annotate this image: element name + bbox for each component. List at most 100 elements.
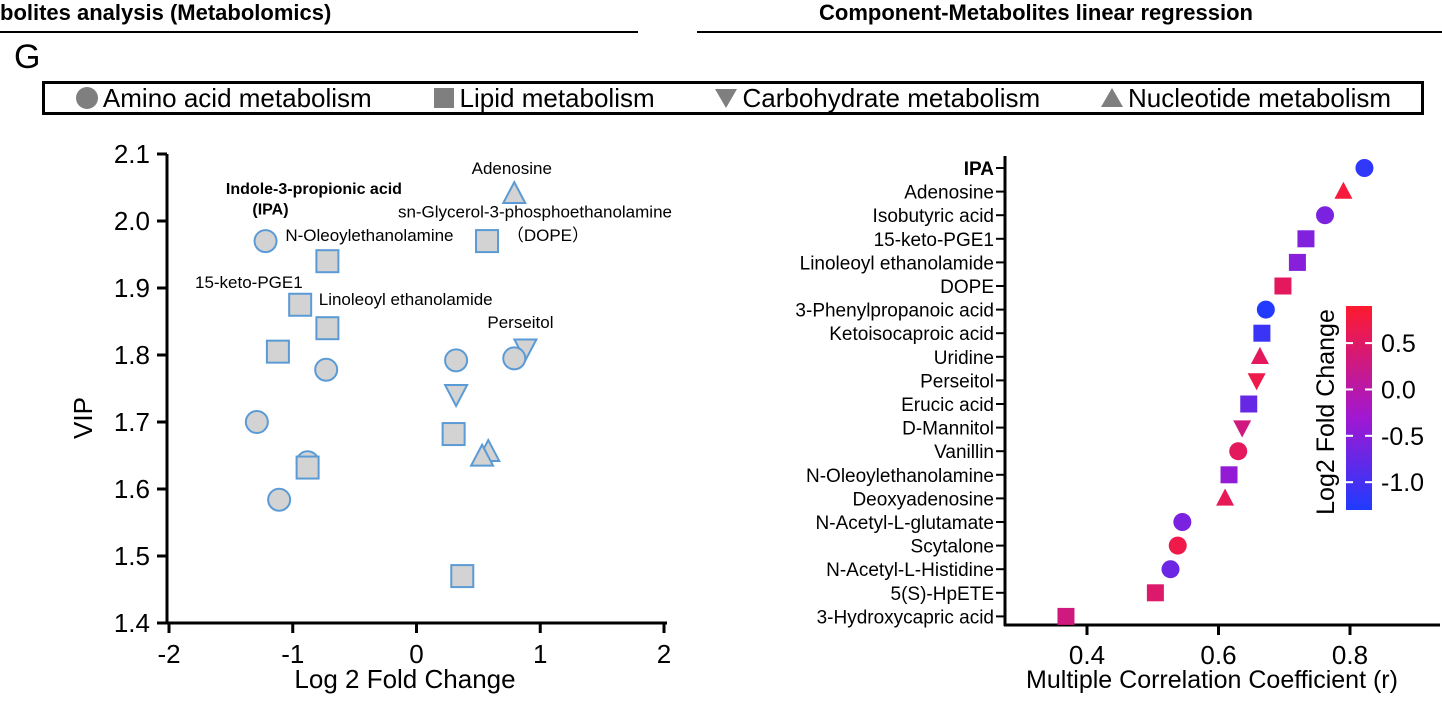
data-point — [315, 316, 340, 341]
y-axis-title: VIP — [68, 397, 98, 439]
data-point — [315, 249, 340, 274]
data-point — [244, 410, 269, 434]
category-label: 3-Phenylpropanoic acid — [795, 301, 994, 322]
category-label: IPA — [964, 159, 995, 180]
data-point — [450, 564, 475, 589]
data-point — [1250, 346, 1269, 364]
data-point — [1173, 513, 1192, 531]
colorbar-tick-label: 0.0 — [1381, 376, 1416, 404]
x-tick-label: 0.4 — [1069, 640, 1105, 670]
y-tick-label: 1.8 — [114, 340, 150, 370]
category-label: D-Mannitol — [902, 419, 994, 440]
y-tick-label: 1.4 — [114, 608, 150, 638]
data-point — [1334, 181, 1353, 199]
legend-label: Lipid metabolism — [459, 82, 655, 113]
data-point — [295, 455, 320, 480]
x-tick-label: -2 — [157, 639, 180, 669]
data-point — [1355, 159, 1374, 177]
right-section-header: Component-Metabolites linear regression — [819, 0, 1253, 25]
right-header-rule — [697, 31, 1442, 33]
data-point — [1297, 230, 1315, 248]
category-label: Isobutyric acid — [873, 206, 994, 227]
category-label: Uridine — [934, 348, 994, 369]
point-annotation: Linoleoyl ethanolamide — [319, 290, 493, 309]
data-point — [475, 229, 500, 254]
point-annotation: (IPA) — [252, 201, 288, 218]
data-point — [444, 348, 469, 373]
data-point — [1288, 253, 1306, 271]
category-label: Adenosine — [904, 183, 994, 204]
data-point — [1274, 277, 1292, 295]
category-label: Erucic acid — [901, 395, 994, 416]
data-point — [267, 487, 292, 512]
legend-item-amino: Amino acid metabolism — [75, 83, 372, 114]
data-point — [1240, 395, 1258, 413]
x-tick-label: 1 — [533, 639, 547, 669]
x-axis-title: Multiple Correlation Coefficient (r) — [1026, 666, 1398, 694]
category-label: Perseitol — [920, 371, 994, 392]
point-annotation: Perseitol — [487, 313, 553, 332]
category-label: N-Acetyl-L-Histidine — [826, 560, 994, 581]
category-label: Deoxyadenosine — [852, 489, 994, 510]
point-annotation: Adenosine — [472, 159, 552, 178]
data-point — [1057, 607, 1075, 625]
data-point — [1146, 584, 1164, 602]
colorbar — [1346, 306, 1372, 510]
point-annotation: 15-keto-PGE1 — [195, 273, 303, 292]
category-label: N-Acetyl-L-glutamate — [816, 513, 994, 534]
left-section-header: bolites analysis (Metabolomics) — [0, 0, 332, 25]
data-point — [1168, 536, 1187, 555]
category-label: Vanillin — [934, 442, 994, 463]
data-point — [253, 229, 278, 254]
y-tick-label: 1.7 — [114, 407, 150, 437]
category-label: DOPE — [940, 277, 994, 298]
data-point — [1161, 560, 1180, 579]
data-point — [288, 292, 313, 317]
y-tick-label: 2.0 — [114, 206, 150, 236]
legend-item-carbohydrate: Carbohydrate metabolism — [714, 83, 1040, 114]
left-header-rule — [0, 31, 638, 33]
data-point — [469, 442, 495, 467]
triangle-up-icon — [1101, 88, 1124, 107]
x-tick-label: 0 — [409, 639, 423, 669]
category-label: 5(S)-HpETE — [891, 584, 994, 605]
category-label: 15-keto-PGE1 — [874, 230, 994, 251]
colorbar-tick-label: -1.0 — [1381, 469, 1424, 497]
panel-label: G — [14, 38, 41, 76]
data-point — [1220, 466, 1238, 484]
colorbar-tick-label: -0.5 — [1381, 423, 1424, 451]
category-label: 3-Hydroxycapric acid — [817, 607, 994, 628]
category-label: Linoleoyl ethanolamide — [800, 253, 994, 274]
legend-label: Carbohydrate metabolism — [742, 82, 1041, 113]
category-label: N-Oleoylethanolamine — [806, 466, 994, 487]
data-point — [1247, 373, 1266, 391]
x-tick-label: -1 — [281, 639, 304, 669]
point-annotation: Indole-3-propionic acid — [226, 181, 402, 198]
data-point — [1233, 420, 1252, 438]
y-tick-label: 2.1 — [114, 139, 150, 169]
y-tick-label: 1.5 — [114, 541, 150, 571]
data-point — [502, 346, 527, 371]
legend-item-lipid: Lipid metabolism — [432, 83, 655, 114]
data-point — [1253, 324, 1271, 342]
data-point — [443, 384, 469, 409]
data-point — [1229, 442, 1248, 461]
volcano-vip-scatter: 1.4 1.5 1.6 1.7 1.8 1.9 2.0 2.1 -2 -1 0 1 2 Log 2 Fol… — [68, 139, 672, 694]
x-tick-label: 0.8 — [1332, 640, 1368, 670]
category-label: Scytalone — [911, 537, 994, 558]
point-annotation: （DOPE） — [507, 226, 589, 245]
legend-label: Amino acid metabolism — [102, 82, 372, 113]
shape-legend: Amino acid metabolism Lipid metabolism C… — [42, 81, 1424, 115]
category-label: Ketoisocaproic acid — [829, 324, 994, 345]
point-annotation: N-Oleoylethanolamine — [285, 226, 453, 245]
x-tick-label: 0.6 — [1200, 640, 1236, 670]
data-point — [1316, 206, 1335, 225]
data-point — [1256, 300, 1275, 319]
x-axis-title: Log 2 Fold Change — [294, 664, 515, 694]
colorbar-title: Log2 Fold Change — [1312, 309, 1340, 515]
triangle-down-icon — [715, 89, 738, 108]
data-point — [1216, 488, 1235, 506]
legend-label: Nucleotide metabolism — [1128, 82, 1392, 113]
